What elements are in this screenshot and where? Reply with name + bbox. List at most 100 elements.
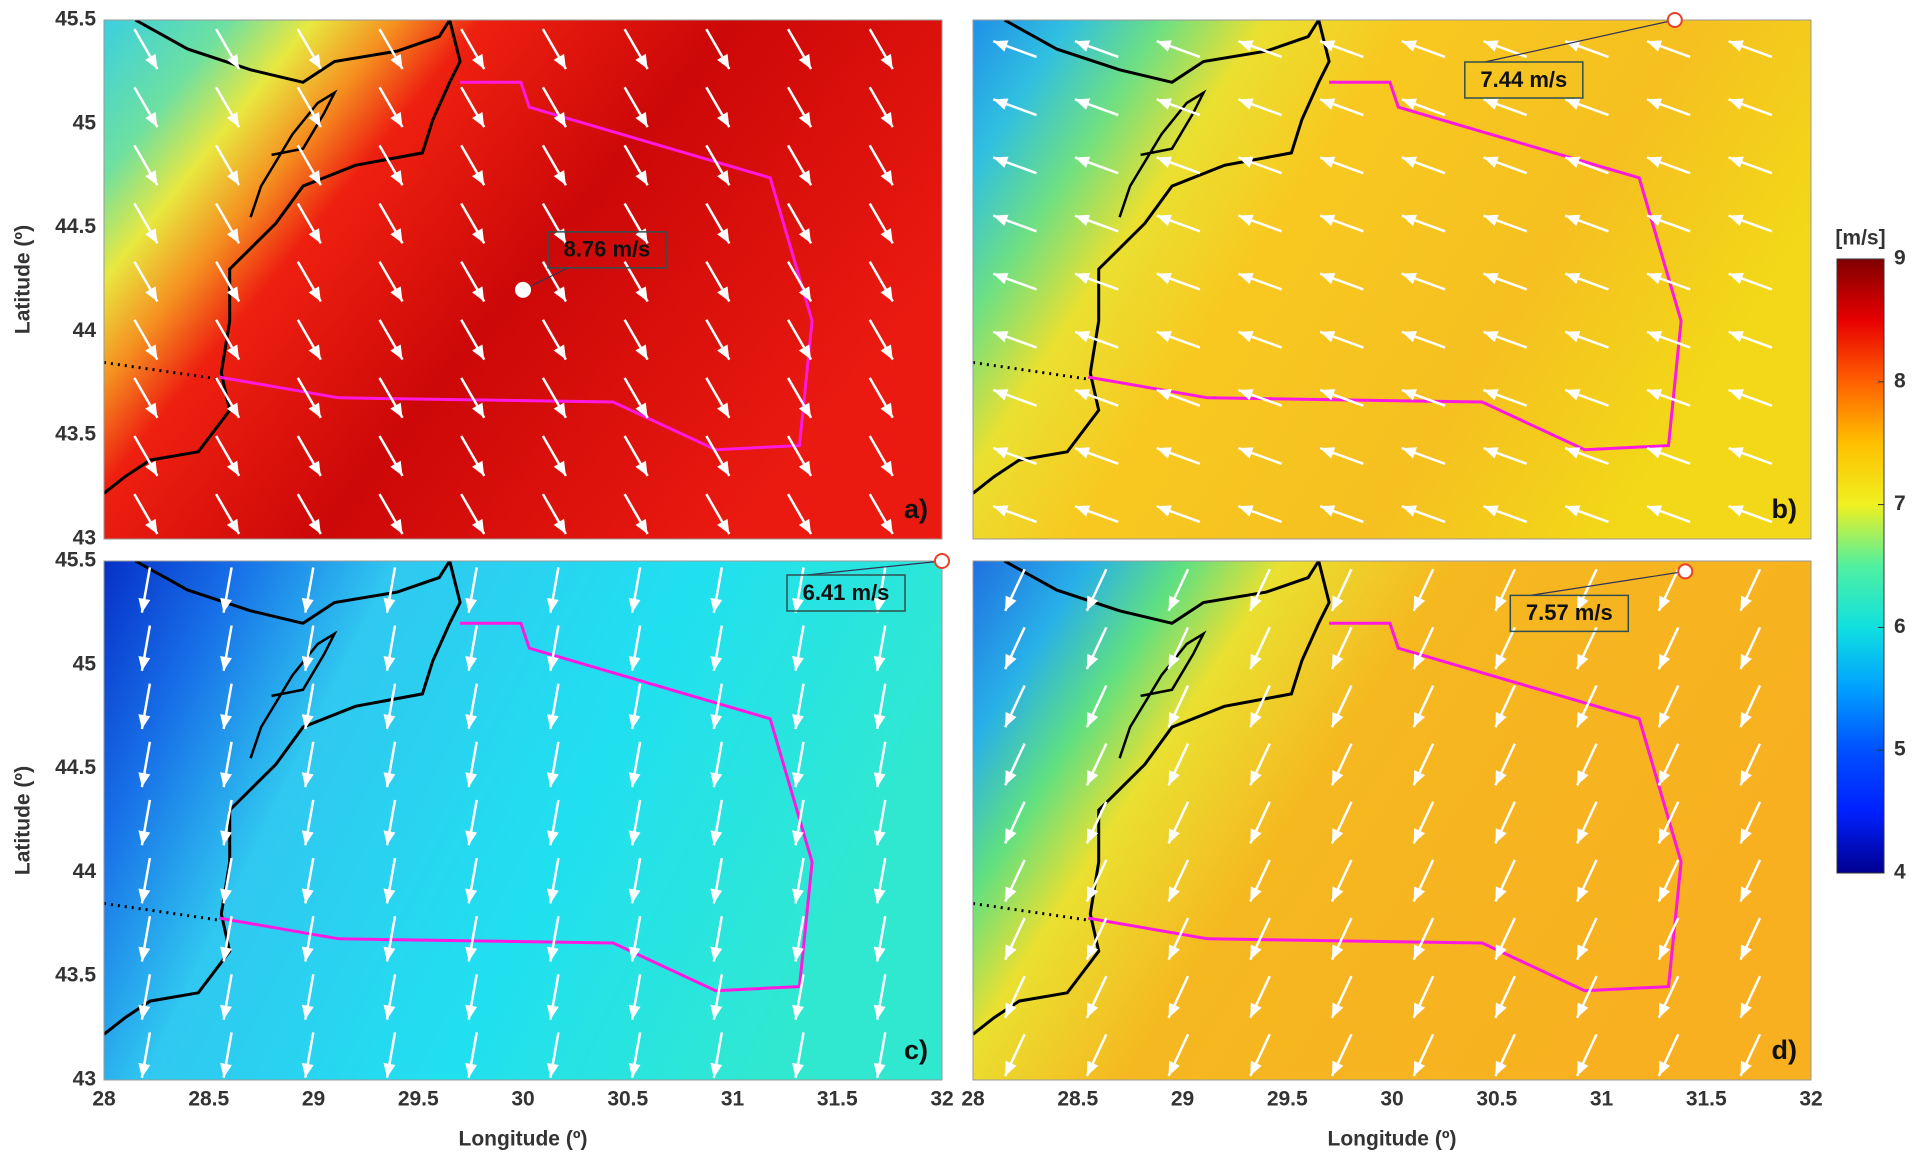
wind-arrow (1237, 388, 1283, 407)
wind-arrow (873, 915, 887, 962)
arrow-head (390, 111, 403, 128)
arrow-head (1740, 1060, 1752, 1076)
wind-arrow (1564, 505, 1609, 524)
wind-arrow (220, 799, 233, 846)
panel-frame (972, 19, 1812, 540)
max-marker (934, 553, 950, 569)
wind-arrow (1401, 98, 1446, 117)
wind-arrow (220, 741, 233, 788)
wind-arrow (465, 567, 478, 613)
wind-arrow (1156, 272, 1201, 291)
arrow-head (880, 53, 893, 69)
wind-arrow (541, 261, 568, 303)
wind-arrow (1319, 505, 1364, 524)
arrow-head (1413, 1002, 1426, 1018)
wind-arrow (1074, 40, 1119, 59)
arrow-head (308, 228, 321, 244)
wind-arrow (541, 493, 568, 535)
annotation-value: 8.76 m/s (564, 237, 651, 262)
wind-arrow (705, 377, 731, 419)
arrow-head (1086, 886, 1099, 902)
arrow-head (1646, 40, 1663, 52)
x-tick-label: 28 (961, 1088, 985, 1111)
panel-content (973, 561, 1811, 1080)
wind-arrow (992, 214, 1037, 233)
arrow-head (1005, 711, 1017, 728)
wind-arrow (623, 28, 649, 70)
wind-arrow (1167, 859, 1190, 903)
wind-arrow (1319, 156, 1364, 175)
arrow-head (390, 228, 403, 244)
arrow-head (873, 888, 886, 904)
wind-arrow (1575, 568, 1598, 612)
wind-arrow (1319, 330, 1364, 349)
annotation-box (1509, 594, 1630, 633)
wind-arrow (215, 377, 241, 419)
arrow-head (1495, 828, 1507, 844)
arrow-head (220, 597, 232, 613)
arrow-head (1320, 214, 1336, 227)
arrow-head (145, 170, 158, 186)
arrow-head (1320, 389, 1336, 401)
arrow-head (1086, 653, 1099, 670)
wind-arrow (1401, 214, 1446, 233)
arrow-head (220, 1004, 232, 1020)
wind-arrow (786, 28, 813, 70)
wind-arrow (1156, 156, 1201, 175)
arrow-head (628, 1062, 641, 1078)
arrow-head (1074, 505, 1091, 517)
arrow-head (1074, 389, 1091, 401)
wind-arrow (1646, 446, 1691, 466)
arrow-head (465, 597, 478, 613)
wind-arrow (868, 144, 894, 186)
wind-arrow (1412, 975, 1435, 1019)
arrow-head (301, 772, 314, 788)
wind-arrow (1237, 272, 1283, 291)
wind-arrow (460, 202, 486, 244)
arrow-head (226, 402, 240, 418)
arrow-head (1331, 595, 1344, 611)
x-tick-label: 31.5 (1686, 1088, 1727, 1111)
panel-label: d) (1772, 1035, 1797, 1065)
arrow-head (220, 772, 232, 788)
arrow-head (798, 170, 812, 186)
arrow-head (465, 772, 478, 788)
arrow-head (880, 460, 893, 476)
arrow-head (472, 402, 485, 418)
arrow-head (717, 53, 730, 69)
wind-arrow (1085, 801, 1108, 844)
arrow-head (220, 888, 232, 904)
arrow-head (1646, 156, 1663, 168)
arrow-head (1005, 828, 1017, 844)
x-axis-label: Longitude (º) (459, 1128, 588, 1151)
wind-arrow (710, 741, 724, 788)
arrow-head (628, 1004, 641, 1020)
wind-arrow (1728, 388, 1773, 407)
x-tick-label: 32 (1799, 1088, 1822, 1111)
arrow-head (1658, 944, 1671, 960)
colorbar (1836, 258, 1885, 874)
y-tick-label: 44.5 (55, 756, 96, 779)
arrow-head (1646, 389, 1663, 401)
arrow-head (138, 946, 151, 962)
wind-arrow (1319, 388, 1364, 407)
colorbar-tick-label: 9 (1894, 247, 1906, 270)
arrow-head (1413, 770, 1426, 786)
arrow-head (1646, 447, 1663, 459)
wind-arrow (1739, 568, 1762, 612)
x-tick-label: 30.5 (607, 1088, 648, 1111)
wind-arrow (1319, 40, 1364, 59)
arrow-head (1728, 40, 1744, 52)
wind-arrow (1085, 568, 1108, 612)
arrow-head (1577, 886, 1589, 902)
arrow-head (1156, 389, 1172, 401)
arrow-head (546, 888, 559, 904)
wind-arrow (710, 974, 724, 1020)
wind-arrow (1575, 975, 1598, 1019)
wind-arrow (1564, 214, 1609, 233)
wind-arrow (792, 974, 805, 1020)
arrow-head (1331, 886, 1344, 902)
arrow-head (1646, 98, 1663, 110)
arrow-head (301, 597, 314, 613)
wind-arrow (1156, 40, 1201, 59)
